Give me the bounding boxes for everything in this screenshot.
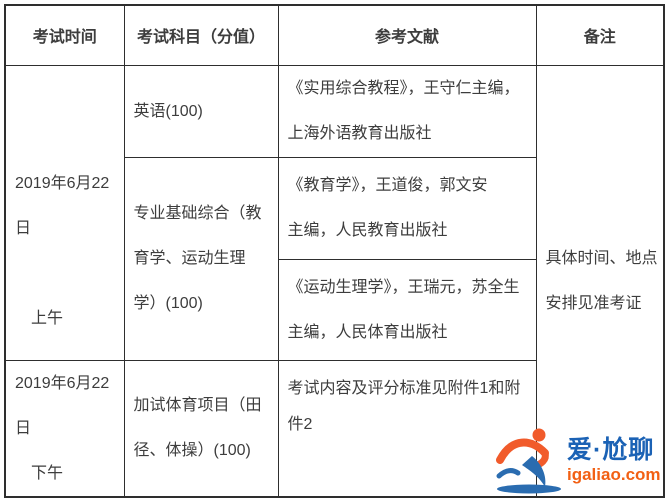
table-row: 2019年6月22 日 上午 英语(100) 《实用综合教程》，王守仁主编， 上… bbox=[4, 64, 665, 498]
table-row: 2019年6月22 日 下午 加试体育项目（田 径、体操）(100) 考试内容及… bbox=[4, 359, 664, 498]
cell-exam-time-morning: 2019年6月22 日 上午 bbox=[4, 64, 125, 361]
cell-ref-physiology: 《运动生理学》，王瑞元，苏全生 主编，人民体育出版社 bbox=[277, 258, 537, 361]
table-row: 专业基础综合（教 育学、运动生理 学）(100) 《教育学》，王道俊，郭文安 主… bbox=[5, 156, 664, 361]
header-references: 参考文献 bbox=[277, 4, 537, 66]
cell-subject-pe-test: 加试体育项目（田 径、体操）(100) bbox=[123, 359, 279, 498]
header-exam-time: 考试时间 bbox=[4, 4, 125, 66]
cell-ref-education: 《教育学》，王道俊，郭文安 主编，人民教育出版社 bbox=[277, 156, 537, 260]
logo-text-block: 爱·尬聊 igaliao.com bbox=[567, 435, 661, 485]
cell-ref-pe-test: 考试内容及评分标准见附件1和附 件2 bbox=[277, 359, 537, 498]
igaliao-watermark-logo: 爱·尬聊 igaliao.com bbox=[492, 421, 668, 499]
header-remarks: 备注 bbox=[535, 4, 665, 66]
cell-subject-english: 英语(100) bbox=[123, 64, 279, 158]
runner-figure-icon bbox=[492, 424, 566, 496]
logo-brand-text: 爱·尬聊 bbox=[567, 436, 655, 464]
cell-exam-time-afternoon: 2019年6月22 日 下午 bbox=[4, 359, 125, 498]
logo-domain-text: igaliao.com bbox=[567, 465, 661, 484]
header-exam-subject: 考试科目（分值） bbox=[123, 4, 279, 66]
header-row: 考试时间 考试科目（分值） 参考文献 备注 bbox=[4, 4, 665, 66]
cell-remark: 具体时间、地点 安排见准考证 bbox=[535, 64, 665, 498]
cell-ref-english: 《实用综合教程》，王守仁主编， 上海外语教育出版社 bbox=[277, 64, 537, 158]
exam-schedule-table: 考试时间 考试科目（分值） 参考文献 备注 2019年6月22 日 上午 英语(… bbox=[4, 4, 665, 498]
cell-subject-comprehensive: 专业基础综合（教 育学、运动生理 学）(100) bbox=[123, 156, 279, 361]
table-row: 《运动生理学》，王瑞元，苏全生 主编，人民体育出版社 bbox=[5, 258, 664, 361]
